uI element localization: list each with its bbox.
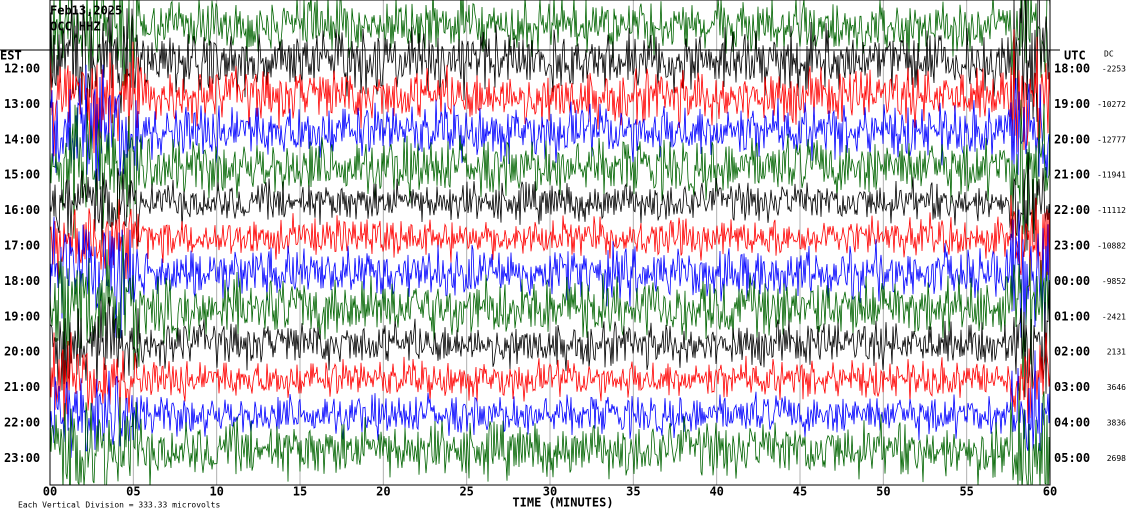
right-hour-label: 22:00 — [1054, 203, 1090, 217]
plot-frame — [49, 0, 1051, 486]
right-hour-label: 23:00 — [1054, 239, 1090, 253]
left-hour-label: 21:00 — [4, 380, 40, 394]
x-tick-label: 50 — [876, 485, 890, 499]
x-tick-label: 55 — [959, 485, 973, 499]
seismic-trace — [50, 382, 1050, 485]
right-hour-label: 00:00 — [1054, 274, 1090, 288]
left-hour-label: 23:00 — [4, 451, 40, 465]
x-tick-label: 35 — [626, 485, 640, 499]
left-axis-title: EST — [0, 49, 22, 63]
dc-offset: 2131 — [1107, 348, 1126, 357]
right-hour-label: 04:00 — [1054, 416, 1090, 430]
left-hour-label: 19:00 — [4, 309, 40, 323]
seismic-trace — [50, 152, 1050, 258]
left-hour-label: 13:00 — [4, 97, 40, 111]
x-tick-label: 45 — [793, 485, 807, 499]
dc-offset: 3646 — [1107, 383, 1126, 392]
x-tick-label: 40 — [709, 485, 723, 499]
traces — [50, 0, 1050, 485]
seismic-trace — [50, 0, 1050, 93]
seismic-trace — [50, 350, 1050, 458]
seismic-trace — [50, 29, 1050, 157]
left-hour-label: 17:00 — [4, 239, 40, 253]
left-hour-label: 14:00 — [4, 132, 40, 146]
x-tick-label: 00 — [43, 485, 57, 499]
footer: Each Vertical Division = 333.33 microvol… — [18, 501, 220, 510]
left-hour-label: 15:00 — [4, 168, 40, 182]
right-hour-label: 02:00 — [1054, 345, 1090, 359]
right-hour-label: 19:00 — [1054, 97, 1090, 111]
dc-offset: -10882 — [1097, 242, 1126, 251]
left-hour-label: 12:00 — [4, 62, 40, 76]
right-hour-label: 20:00 — [1054, 132, 1090, 146]
dc-offset: 2698 — [1107, 454, 1126, 463]
x-tick-label: 30 — [543, 485, 557, 499]
seismic-trace — [50, 209, 1050, 339]
dc-offset: -11112 — [1097, 206, 1126, 215]
x-tick-label: 05 — [126, 485, 140, 499]
x-tick-label: 60 — [1043, 485, 1057, 499]
dc-offset: -2253 — [1102, 65, 1126, 74]
seismic-trace — [50, 332, 1050, 424]
dc-offset: -2421 — [1102, 312, 1126, 321]
left-hour-label: 20:00 — [4, 345, 40, 359]
seismic-trace — [50, 99, 1050, 239]
x-axis-title: TIME (MINUTES) — [512, 496, 613, 510]
dc-offset: -9852 — [1102, 277, 1126, 286]
date: Feb13,2025 — [50, 4, 122, 18]
seismic-trace — [50, 64, 1050, 191]
left-hour-label: 18:00 — [4, 274, 40, 288]
right-axis-title: UTC — [1064, 49, 1086, 63]
right-hour-label: 01:00 — [1054, 309, 1090, 323]
dc-offset: -12777 — [1097, 135, 1126, 144]
dc-offset: -10272 — [1097, 100, 1126, 109]
right-hour-label: 21:00 — [1054, 168, 1090, 182]
dc-title: DC — [1104, 50, 1114, 59]
x-tick-label: 20 — [376, 485, 390, 499]
x-tick-label: 15 — [293, 485, 307, 499]
left-hour-label: 22:00 — [4, 416, 40, 430]
seismic-trace — [50, 281, 1050, 398]
seismic-trace — [50, 0, 1050, 132]
seismic-trace — [50, 195, 1050, 292]
right-hour-label: 03:00 — [1054, 380, 1090, 394]
right-hour-label: 05:00 — [1054, 451, 1090, 465]
x-tick-label: 25 — [459, 485, 473, 499]
station: OCC HHZ — [50, 20, 101, 34]
seismic-trace — [50, 234, 1050, 391]
x-tick-label: 10 — [209, 485, 223, 499]
dc-offset: 3836 — [1107, 419, 1126, 428]
dc-offset: -11941 — [1097, 171, 1126, 180]
left-hour-label: 16:00 — [4, 203, 40, 217]
right-hour-label: 18:00 — [1054, 62, 1090, 76]
